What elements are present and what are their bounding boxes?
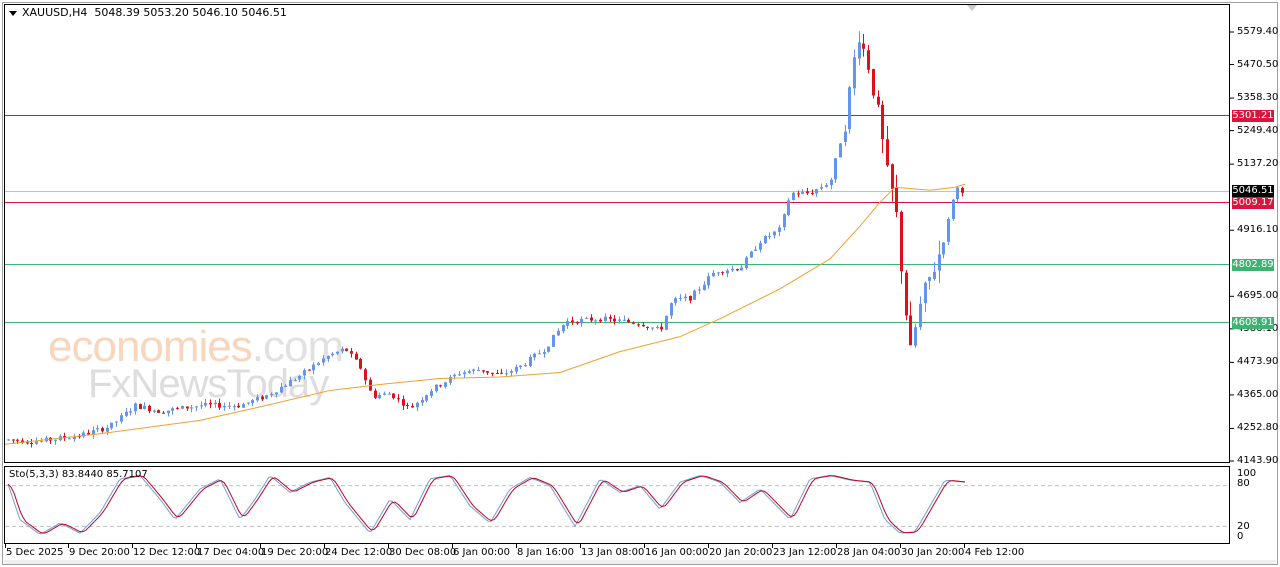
time-tick-label: 5 Dec 2025	[6, 547, 64, 558]
stochastic-tick-label: 100	[1237, 468, 1257, 479]
price-tick-label: 4365.00	[1237, 388, 1279, 400]
time-tick-label: 20 Jan 20:00	[709, 547, 773, 558]
stochastic-tick-label: 80	[1237, 478, 1250, 489]
price-tick-label: 4252.80	[1237, 422, 1279, 434]
time-tick-label: 19 Dec 20:00	[261, 547, 329, 558]
level-tag-support[interactable]: 4608.91	[1232, 316, 1274, 329]
time-tick-label: 17 Dec 04:00	[197, 547, 265, 558]
time-tick-label: 30 Jan 20:00	[901, 547, 965, 558]
time-tick-label: 9 Dec 20:00	[69, 547, 130, 558]
price-tick-label: 5470.50	[1237, 58, 1279, 70]
chart-shift-marker-icon[interactable]	[967, 5, 977, 11]
stochastic-tick-label: 0	[1237, 531, 1244, 542]
time-tick-label: 6 Jan 00:00	[453, 547, 510, 558]
stochastic-tick-label: 20	[1237, 521, 1250, 532]
ohlc-values: 5048.39 5053.20 5046.10 5046.51	[94, 6, 287, 19]
time-tick-label: 30 Dec 08:00	[389, 547, 457, 558]
time-tick-label: 28 Jan 04:00	[837, 547, 901, 558]
level-tag-support[interactable]: 4802.89	[1232, 258, 1274, 271]
time-tick-label: 24 Dec 12:00	[325, 547, 393, 558]
dropdown-triangle-icon[interactable]	[9, 10, 17, 16]
time-tick-label: 13 Jan 08:00	[581, 547, 645, 558]
price-tick-label: 4473.90	[1237, 356, 1279, 368]
stochastic-pane[interactable]	[4, 466, 1230, 544]
time-tick-label: 16 Jan 00:00	[645, 547, 709, 558]
price-tick-label: 5358.30	[1237, 92, 1279, 104]
symbol-header: XAUUSD,H4 5048.39 5053.20 5046.10 5046.5…	[9, 6, 287, 19]
price-tick-label: 4143.90	[1237, 455, 1279, 466]
price-tick-label: 5137.20	[1237, 158, 1279, 170]
time-tick-label: 23 Jan 12:00	[773, 547, 837, 558]
current-price-tag: 5046.51	[1232, 184, 1274, 197]
time-tick-label: 4 Feb 12:00	[965, 547, 1025, 558]
price-tick-label: 5249.40	[1237, 124, 1279, 136]
price-tick-label: 4695.00	[1237, 290, 1279, 302]
price-tick-label: 5579.40	[1237, 26, 1279, 37]
watermark-economies: economies.com	[48, 322, 344, 371]
level-tag-resistance[interactable]: 5009.17	[1232, 196, 1274, 209]
level-tag-resistance[interactable]: 5301.21	[1232, 109, 1274, 122]
time-tick-label: 8 Jan 16:00	[517, 547, 574, 558]
price-tick-label: 4916.10	[1237, 224, 1279, 236]
time-tick-label: 12 Dec 12:00	[133, 547, 201, 558]
price-pane[interactable]	[4, 4, 1230, 463]
symbol-label: XAUUSD,H4	[22, 6, 88, 19]
stochastic-title: Sto(5,3,3) 83.8440 85.7107	[9, 469, 148, 480]
horizontal-scrollbar[interactable]	[4, 560, 1276, 564]
